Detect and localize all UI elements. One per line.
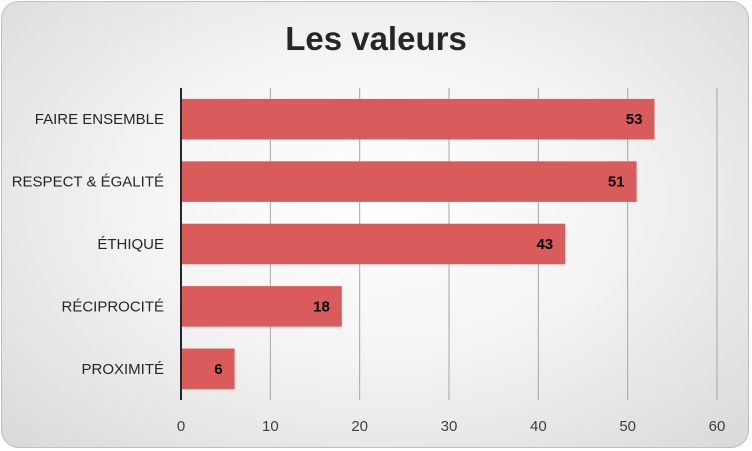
bar — [181, 98, 655, 140]
x-tick-label: 20 — [351, 418, 368, 435]
data-label: 18 — [313, 298, 330, 315]
x-tick-label: 10 — [262, 418, 279, 435]
data-label: 43 — [536, 236, 553, 253]
x-tick-label: 60 — [709, 418, 726, 435]
category-label: RÉCIPROCITÉ — [61, 298, 164, 315]
category-label: RESPECT & ÉGALITÉ — [12, 174, 164, 191]
data-label: 51 — [608, 174, 625, 191]
bar — [181, 223, 566, 265]
category-label: PROXIMITÉ — [81, 361, 164, 378]
category-label: ÉTHIQUE — [97, 236, 164, 253]
x-tick-labels: 0 10 20 30 40 50 60 — [177, 418, 726, 435]
bar — [181, 286, 342, 327]
x-tick-label: 30 — [441, 418, 458, 435]
bar — [181, 348, 235, 390]
category-labels: FAIRE ENSEMBLE RESPECT & ÉGALITÉ ÉTHIQUE RÉ… — [12, 111, 164, 378]
x-tick-label: 40 — [530, 418, 547, 435]
bars: 53 51 43 18 6 — [181, 98, 655, 390]
data-label: 53 — [626, 111, 643, 128]
bar — [181, 161, 637, 202]
x-tick-label: 0 — [177, 418, 185, 435]
chart-title: Les valeurs — [285, 20, 467, 57]
x-tick-label: 50 — [619, 418, 636, 435]
category-label: FAIRE ENSEMBLE — [35, 111, 164, 128]
data-label: 6 — [214, 361, 222, 378]
